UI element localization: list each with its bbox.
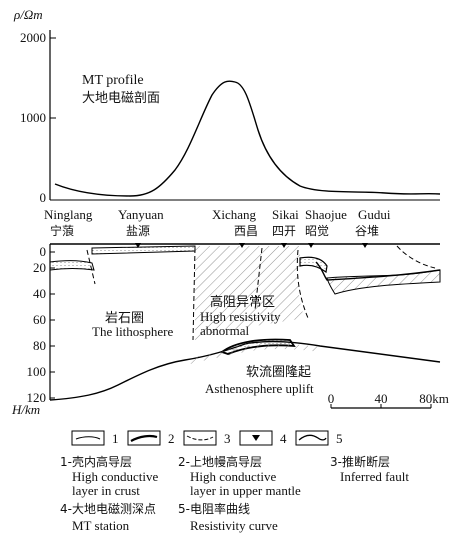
legend-symbol-mt-station xyxy=(239,430,273,446)
scale-label-0: 0 xyxy=(328,391,335,406)
y-axis-label: ρ/Ωm xyxy=(13,7,43,22)
scale-label-80: 80km xyxy=(419,391,449,406)
legend-symbol-crust-conductor xyxy=(71,430,105,446)
y-tick-label-2000: 2000 xyxy=(20,30,46,45)
legend-symbol-mantle-conductor xyxy=(127,430,161,446)
legend-item4-cn: 4-大地电磁测深点 xyxy=(60,501,156,516)
depth-label-80: 80 xyxy=(33,338,46,353)
legend-item3-en1: Inferred fault xyxy=(340,469,409,484)
station-ninglang-cn: 宁蒗 xyxy=(50,223,74,238)
uplift-label-cn: 软流圈隆起 xyxy=(246,365,311,380)
resistivity-plot: ρ/Ωm 2000 1000 0 MT profile 大地电磁剖面 xyxy=(13,7,441,205)
legend-number-1: 1 xyxy=(112,431,119,446)
mt-station-icon xyxy=(239,243,245,248)
uplift-shade xyxy=(190,343,320,364)
fault-line xyxy=(254,247,263,311)
station-gudui-cn: 谷堆 xyxy=(355,224,379,238)
lithosphere-label-cn: 岩石圈 xyxy=(105,311,144,326)
legend: 1 2 3 4 5 1-壳内高导层 High conductive layer … xyxy=(60,430,409,533)
legend-symbol-resistivity-curve xyxy=(295,430,329,446)
station-gudui-en: Gudui xyxy=(358,207,391,222)
legend-item1-cn: 1-壳内高导层 xyxy=(60,454,132,469)
legend-number-3: 3 xyxy=(224,431,231,446)
legend-item4-en1: MT station xyxy=(72,518,130,533)
legend-number-4: 4 xyxy=(280,431,287,446)
legend-number-5: 5 xyxy=(336,431,343,446)
depth-label-0: 0 xyxy=(40,244,47,259)
anomaly-label-cn: 高阻异常区 xyxy=(210,294,275,310)
depth-label-60: 60 xyxy=(33,312,46,327)
high-resistivity-region xyxy=(195,246,305,340)
fault-line xyxy=(86,249,96,285)
y-tick-label-1000: 1000 xyxy=(20,110,46,125)
legend-item3-cn: 3-推断断层 xyxy=(330,454,390,469)
legend-item2-en1: High conductive xyxy=(190,469,277,484)
mt-station-markers xyxy=(135,243,368,248)
legend-item5-cn: 5-电阻率曲线 xyxy=(178,501,250,516)
cross-section: 0 20 40 60 80 100 120 H/km xyxy=(11,243,449,417)
legend-item5-en1: Resistivity curve xyxy=(190,518,278,533)
crust-conductor-left xyxy=(49,260,95,271)
depth-label-20: 20 xyxy=(33,260,46,275)
fault-line xyxy=(396,245,436,269)
station-shaojue-cn: 昭觉 xyxy=(305,224,329,238)
fault-line xyxy=(296,249,309,319)
fault-line xyxy=(192,247,196,341)
resistivity-curve xyxy=(54,80,441,197)
legend-item2-cn: 2-上地幔高导层 xyxy=(178,454,262,469)
scale-label-40: 40 xyxy=(375,391,388,406)
profile-title-en: MT profile xyxy=(82,73,144,88)
mt-station-icon xyxy=(252,435,260,441)
profile-title-cn: 大地电磁剖面 xyxy=(82,91,160,106)
hatched-wedge-right xyxy=(326,269,441,295)
lithosphere-label-en: The lithosphere xyxy=(92,324,173,339)
crust-boundary-right xyxy=(315,261,441,281)
legend-swatch xyxy=(75,436,101,440)
station-sikai-en: Sikai xyxy=(272,207,299,222)
legend-swatch xyxy=(130,434,158,442)
crust-conductor-yanyuan xyxy=(91,245,196,255)
legend-symbol-fault xyxy=(183,430,217,446)
station-yanyuan-cn: 盐源 xyxy=(126,224,150,238)
depth-label-120: 120 xyxy=(27,390,47,405)
crust-conductor-shaojue xyxy=(299,256,328,274)
scale-bar: 0 40 80km xyxy=(328,391,449,409)
station-sikai-cn: 四开 xyxy=(272,224,296,238)
mt-station-icon xyxy=(308,243,314,248)
station-xichang-en: Xichang xyxy=(212,207,257,222)
depth-axis-label: H/km xyxy=(11,402,40,417)
station-xichang-cn: 西昌 xyxy=(234,224,258,238)
legend-item1-en1: High conductive xyxy=(72,469,159,484)
mt-station-icon xyxy=(135,243,141,248)
legend-swatch xyxy=(186,435,214,441)
station-ninglang-en: Ninglang xyxy=(44,207,93,222)
legend-item1-en2: layer in crust xyxy=(72,483,140,498)
inferred-faults xyxy=(86,245,436,341)
anomaly-label-en-1: High resistivity xyxy=(200,309,281,324)
mt-station-icon xyxy=(362,243,368,248)
station-labels: Ninglang 宁蒗 Yanyuan 盐源 Xichang 西昌 Sikai … xyxy=(44,207,391,238)
station-yanyuan-en: Yanyuan xyxy=(118,207,164,222)
legend-number-2: 2 xyxy=(168,431,175,446)
legend-item2-en2: layer in upper mantle xyxy=(190,483,301,498)
legend-swatch xyxy=(298,434,327,441)
uplift-label-en: Asthenosphere uplift xyxy=(205,381,314,396)
mt-station-icon xyxy=(281,243,287,248)
anomaly-label-en-2: abnormal xyxy=(200,323,249,338)
station-shaojue-en: Shaojue xyxy=(305,207,347,222)
depth-label-40: 40 xyxy=(33,286,46,301)
y-tick-label-0: 0 xyxy=(40,190,47,205)
depth-label-100: 100 xyxy=(27,364,47,379)
